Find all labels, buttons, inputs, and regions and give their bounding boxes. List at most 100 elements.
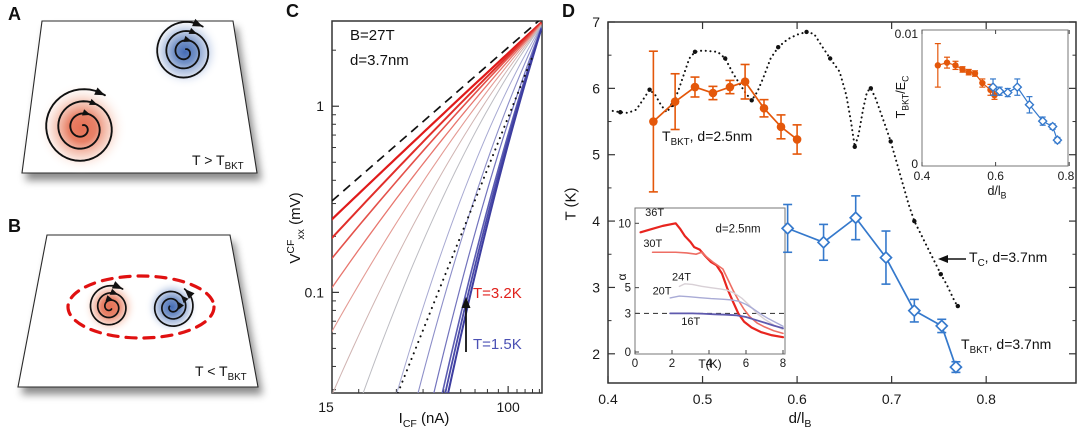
inset-bl-x-tick-2: 2 — [669, 358, 675, 370]
inset-tr-x-tick-0.8: 0.8 — [1058, 169, 1075, 183]
inset-tr-y-tick-0: 0 — [911, 157, 918, 171]
inset-tr-y-tick-0.01: 0.01 — [895, 27, 919, 41]
panel-d-y-tick-4: 4 — [592, 213, 600, 229]
iv-curve-12 — [447, 28, 542, 393]
panel-c-y-tick-0.1: 0.1 — [305, 284, 325, 300]
alpha-curve-label-20T: 20T — [653, 286, 672, 298]
panel-d-y-tick-7: 7 — [592, 14, 600, 30]
panel-b-caption: T < TBKT — [195, 363, 247, 383]
panel-c-field-annotation: B=27T — [350, 27, 395, 44]
iv-curve-4 — [332, 24, 542, 333]
inset-tr-series-d=3.7nm — [988, 78, 1063, 146]
panel-d-tbkt25-series-label: TBKT, d=2.5nm — [662, 128, 753, 148]
panel-a-vortex-diagram — [21, 15, 258, 174]
alpha-curve-20T — [669, 295, 784, 327]
tc-label-arrow — [938, 255, 966, 263]
panel-c-frame — [331, 20, 543, 394]
panel-c-iv-plot: 15 100 1 0.1 — [305, 20, 543, 415]
inset-bl-annotation: d=2.5nm — [715, 223, 760, 235]
alpha-curve-24T — [678, 283, 784, 331]
panel-b-label: B — [8, 216, 21, 236]
panel-d-label: D — [562, 1, 575, 21]
iv-curve-0 — [332, 21, 542, 221]
temperature-direction-arrow — [461, 297, 471, 352]
iv-curve-7 — [396, 26, 542, 393]
iv-curve-9 — [433, 27, 542, 393]
free-vortex-blue-spiral — [156, 20, 210, 79]
panel-d-tbkt37-series-label: TBKT, d=3.7nm — [961, 336, 1052, 356]
tbkt-25nm-series — [648, 50, 802, 193]
iv-curve-1 — [332, 22, 542, 240]
panel-d-phase-plot: 0.4 0.5 0.6 0.7 0.8 2 3 4 5 6 7 0 2 4 6 8 10 5 3 0 36T 30T 24T… — [592, 14, 1077, 407]
panel-c-thigh-annotation: T=3.2K — [473, 285, 522, 302]
panel-d-y-tick-6: 6 — [592, 80, 600, 96]
panel-c-y-axis-label: VCFxx (mV) — [285, 192, 307, 264]
free-vortex-red-spiral — [45, 88, 113, 162]
alpha-curve-label-24T: 24T — [672, 272, 691, 284]
tbkt-37nm-series — [780, 195, 963, 374]
panel-d-y-axis-label: T (K) — [562, 187, 580, 221]
panel-c-x-tick-15: 15 — [318, 399, 334, 415]
free-vortex-red-shading — [36, 82, 128, 174]
panel-c-spacing-annotation: d=3.7nm — [350, 52, 409, 69]
inset-tr-x-axis-label: d/lB — [987, 184, 1007, 201]
inset-tbkt-over-ec: 0.4 0.6 0.8 0.01 0 — [895, 27, 1075, 183]
panel-c-y-tick-1: 1 — [316, 98, 324, 114]
iv-curve-5 — [332, 24, 542, 393]
cubic-dotted-line — [396, 57, 533, 393]
inset-tr-x-tick-0.6: 0.6 — [987, 169, 1004, 183]
ohmic-dashed-line — [332, 21, 540, 202]
inset-bl-y-tick-10: 10 — [618, 218, 631, 230]
alpha-curve-16T — [669, 312, 784, 330]
panel-a-label: A — [8, 4, 21, 24]
panel-d-x-axis-label: d/lB — [788, 410, 812, 430]
iv-curve-10 — [441, 27, 542, 393]
bound-vortex-red-spiral — [89, 284, 127, 326]
panel-b-vortex-pair-diagram — [17, 234, 259, 388]
panel-d-x-tick-0.7: 0.7 — [882, 391, 902, 407]
alpha-curve-label-16T: 16T — [681, 316, 700, 328]
panel-c-x-axis-label: ICF (nA) — [398, 410, 450, 430]
inset-bl-y-tick-0: 0 — [625, 347, 631, 359]
inset-bl-x-tick-4: 4 — [706, 358, 713, 370]
alpha-curve-label-30T: 30T — [643, 238, 662, 250]
bound-pair-dashed-ellipse — [66, 274, 216, 340]
inset-bl-x-axis-label: T(K) — [698, 357, 722, 371]
alpha-curve-30T — [651, 251, 784, 335]
iv-curve-2 — [332, 23, 542, 260]
iv-curve-3 — [332, 23, 542, 289]
panel-d-y-tick-3: 3 — [592, 279, 600, 295]
inset-bl-y-tick-3: 3 — [625, 308, 631, 320]
panel-c-axes: 15 100 1 0.1 — [305, 49, 540, 415]
panel-d-tc37-series-label: TC, d=3.7nm — [969, 249, 1048, 269]
panel-c-label: C — [286, 1, 299, 21]
inset-bl-y-axis-label: α — [615, 273, 629, 281]
inset-bl-x-tick-0: 0 — [632, 358, 638, 370]
inset-bl-y-tick-5: 5 — [625, 283, 631, 295]
inset-tr-y-axis-label: TBKT/EC — [893, 75, 911, 119]
panel-d-y-tick-5: 5 — [592, 147, 600, 163]
alpha-curve-36T — [639, 222, 785, 339]
inset-bl-x-tick-8: 8 — [780, 358, 786, 370]
panel-d-axes: 0.4 0.5 0.6 0.7 0.8 2 3 4 5 6 7 — [592, 14, 1076, 407]
panel-d-x-tick-0.8: 0.8 — [976, 391, 996, 407]
panel-d-x-tick-0.6: 0.6 — [787, 391, 807, 407]
panel-d-y-tick-2: 2 — [592, 346, 600, 362]
inset-tr-x-tick-0.4: 0.4 — [914, 169, 931, 183]
alpha-curve-label-36T: 36T — [645, 207, 664, 219]
bound-vortex-blue-spiral — [153, 288, 194, 327]
iv-curve-6 — [362, 25, 542, 393]
panel-b-plane — [17, 234, 259, 388]
panel-c-tlow-annotation: T=1.5K — [473, 336, 522, 353]
iv-curve-11 — [444, 28, 542, 393]
panel-d-x-tick-0.5: 0.5 — [693, 391, 713, 407]
panel-d-x-tick-0.4: 0.4 — [598, 391, 618, 407]
panel-a-caption: T > TBKT — [192, 152, 244, 172]
panel-c-iv-curve-family — [332, 21, 542, 393]
panel-c-x-tick-100: 100 — [496, 399, 520, 415]
inset-bl-x-tick-6: 6 — [743, 358, 749, 370]
iv-curve-8 — [417, 26, 542, 393]
panel-d-frame — [607, 21, 1077, 384]
